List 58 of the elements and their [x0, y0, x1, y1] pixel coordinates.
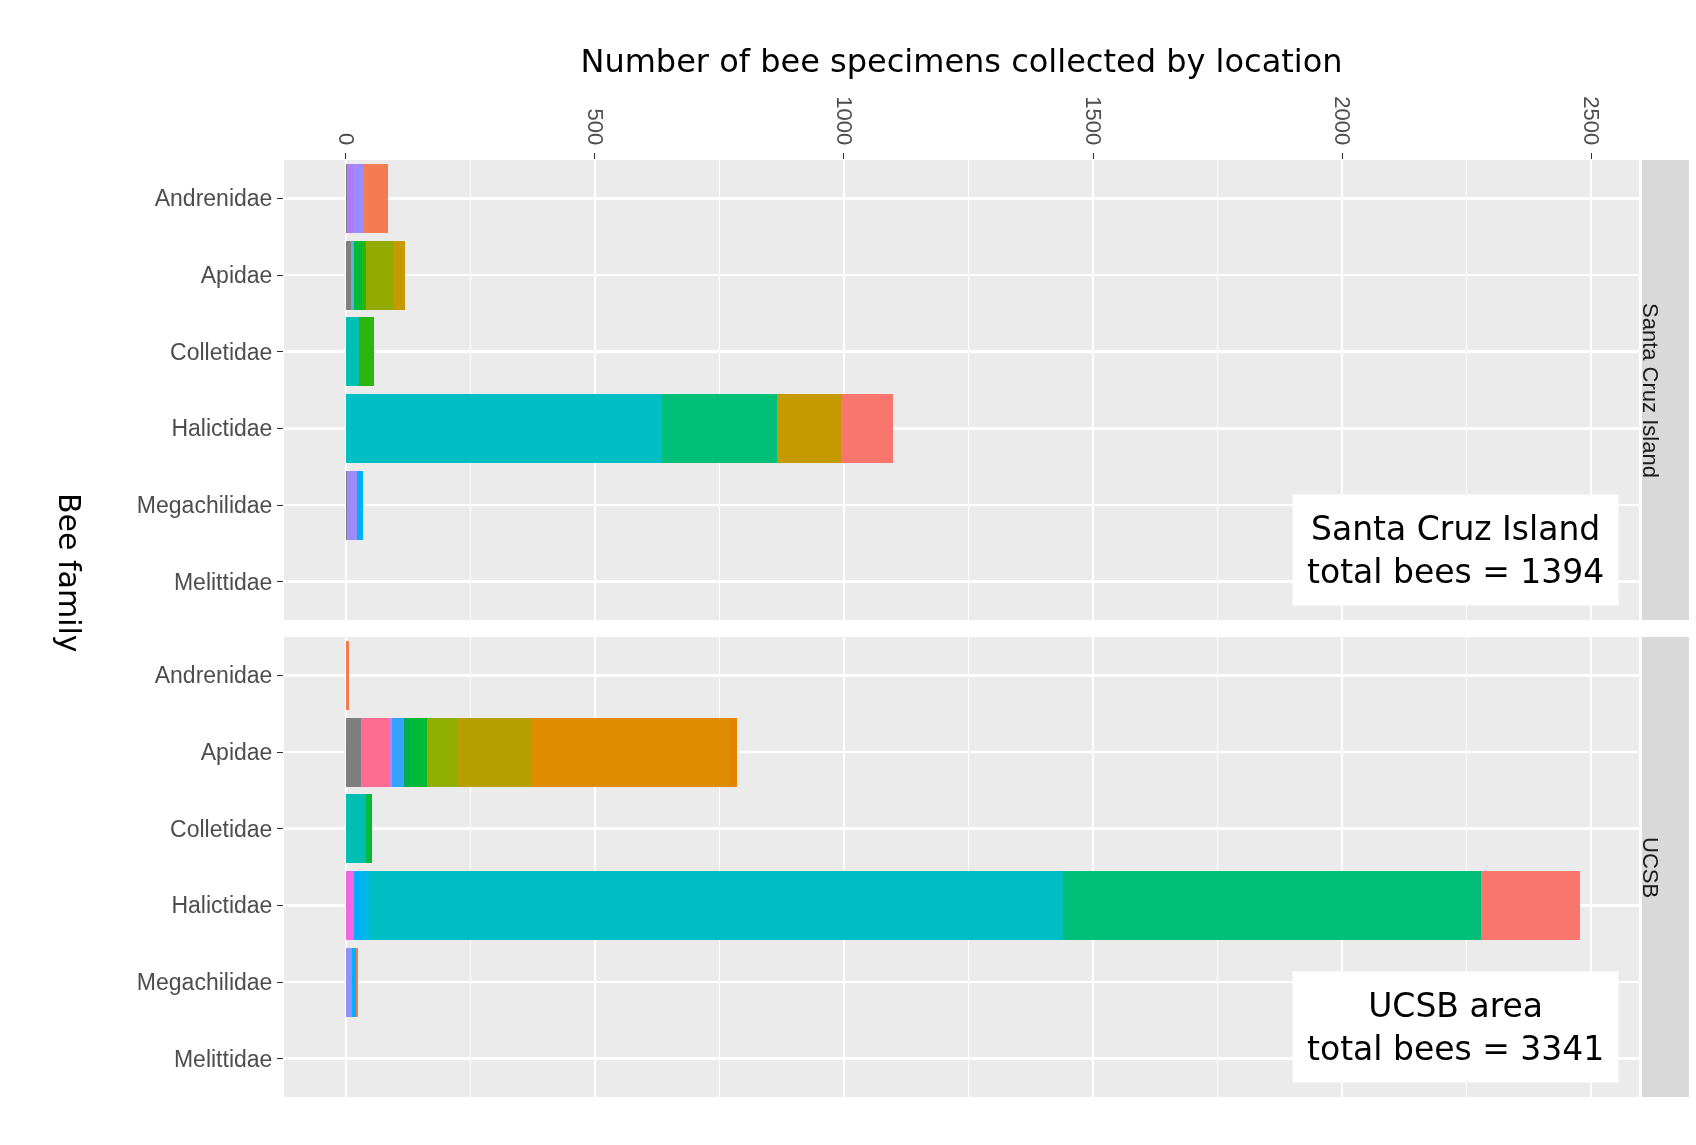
y-tick-label: Megachilidae [136, 969, 273, 996]
text: UCSB [1638, 837, 1663, 899]
y-tick-label: Colletidae [170, 815, 273, 842]
bar [362, 870, 369, 940]
y-tick-label: Melittidae [173, 568, 273, 595]
bar [345, 794, 366, 864]
bar [394, 240, 405, 310]
bar [777, 393, 841, 463]
y-tick-label: Halictidae [171, 415, 273, 442]
bar [368, 870, 1063, 940]
bar [840, 393, 893, 463]
x-tick-label: 500 [582, 108, 608, 146]
bar [345, 947, 352, 1017]
bar [345, 317, 360, 387]
x-tick-label: 1500 [1080, 96, 1106, 146]
x-axis-title: Number of bee specimens collected by location [580, 41, 1343, 80]
bar [365, 240, 395, 310]
bar [457, 717, 532, 787]
bar [365, 794, 372, 864]
bar [346, 163, 354, 233]
y-axis-title: Bee family [52, 492, 87, 653]
bar [662, 393, 778, 463]
bar [391, 717, 405, 787]
bar [389, 717, 392, 787]
bar [347, 470, 358, 540]
bar [410, 717, 427, 787]
bar [361, 717, 390, 787]
bar [345, 717, 362, 787]
bar [363, 163, 388, 233]
y-tick-label: Andrenidae [154, 662, 273, 689]
x-tick-label: 2000 [1329, 96, 1355, 146]
y-tick-label: Apidae [200, 739, 273, 766]
bar [353, 163, 364, 233]
x-tick-label: 2500 [1579, 96, 1605, 146]
y-tick-label: Halictidae [171, 892, 273, 919]
y-tick-label: Colletidae [170, 338, 273, 365]
x-tick-label: 0 [333, 133, 359, 146]
bar [345, 240, 352, 310]
text: Santa Cruz Island [1638, 303, 1663, 478]
y-tick-label: Andrenidae [154, 185, 273, 212]
y-tick-label: Melittidae [173, 1045, 273, 1072]
bar [357, 470, 364, 540]
annotation: UCSB area total bees = 3341 [1307, 986, 1605, 1068]
bar [1062, 870, 1482, 940]
y-tick-label: Megachilidae [136, 492, 273, 519]
bar [404, 717, 411, 787]
bar [354, 870, 363, 940]
bar [359, 317, 374, 387]
bar [1481, 870, 1580, 940]
x-tick-label: 1000 [831, 96, 857, 146]
bar [345, 393, 663, 463]
annotation: Santa Cruz Island total bees = 1394 [1307, 509, 1605, 591]
y-tick-label: Apidae [200, 262, 273, 289]
bar [351, 240, 355, 310]
bar [426, 717, 458, 787]
bar [345, 870, 355, 940]
bar [354, 240, 362, 310]
bar [361, 240, 366, 310]
